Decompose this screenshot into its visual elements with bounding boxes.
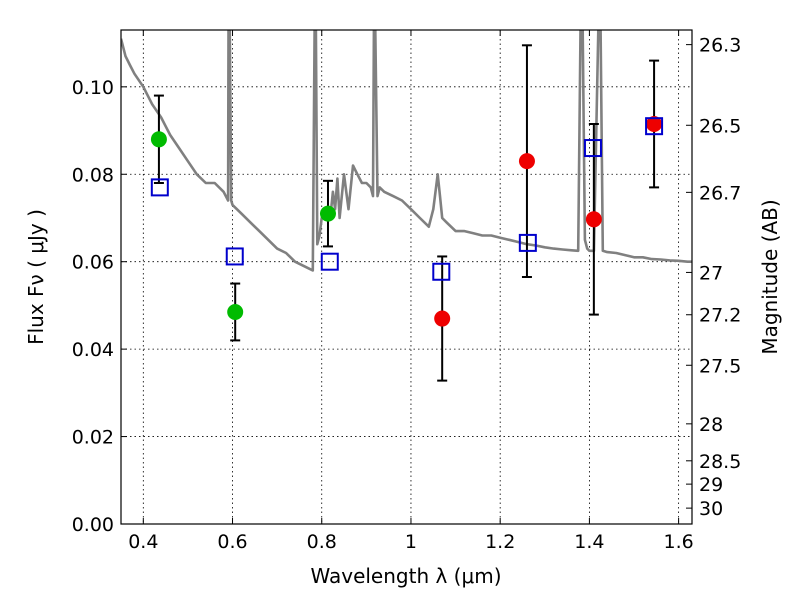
model-point [225,247,244,266]
model-spectrum-layer [121,30,692,272]
data-point [227,303,244,320]
model-point [583,139,602,158]
y2-tick-label: 26.3 [699,35,741,57]
y-axis-title: Flux Fν ( μJy ) [24,209,48,345]
model-spectrum-line [121,30,692,272]
data-point [150,131,167,148]
y2-tick-label: 30 [699,498,723,520]
x-tick-label: 1.6 [664,531,694,553]
x-tick-label: 0.8 [307,531,337,553]
plot-area [121,30,692,382]
y-tick-label: 0.04 [72,339,114,361]
x-axis-title: Wavelength λ (μm) [310,564,501,588]
y2-tick-label: 27.5 [699,355,741,377]
y2-tick-label: 26.7 [699,182,741,204]
grid [121,30,692,524]
y2-tick-label: 29 [699,474,723,496]
x-tick-label: 1 [405,531,417,553]
y2-tick-label: 27.2 [699,305,741,327]
data-point [646,115,663,132]
x-tick-label: 0.6 [217,531,247,553]
y-tick-label: 0.06 [72,252,114,274]
y2-tick-label: 28 [699,414,723,436]
model-point [150,178,169,197]
y-tick-label: 0.00 [72,514,114,536]
data-point [518,153,535,170]
y-tick-label: 0.08 [72,164,114,186]
y2-tick-label: 26.5 [699,115,741,137]
x-tick-label: 0.4 [128,531,158,553]
y2-tick-label: 27 [699,262,723,284]
x-tick-label: 1.2 [485,531,515,553]
model-point [432,262,451,281]
model-point [645,117,664,136]
y-tick-label: 0.02 [72,427,114,449]
model-point [320,252,339,271]
data-point [585,211,602,228]
plot-frame [120,29,693,525]
marker-layer [150,115,664,327]
y2-axis-title: Magnitude (AB) [758,199,782,354]
x-axis-ticks: 0.4 0.6 0.8 1 1.2 1.4 1.6 [128,30,694,553]
data-point [319,205,336,222]
x-tick-label: 1.4 [574,531,604,553]
y-axis-ticks: 0.00 0.02 0.04 0.06 0.08 0.10 [72,77,127,536]
y-tick-label: 0.10 [72,77,114,99]
model-point [518,233,537,252]
y2-tick-label: 28.5 [699,451,741,473]
data-point [434,310,451,327]
